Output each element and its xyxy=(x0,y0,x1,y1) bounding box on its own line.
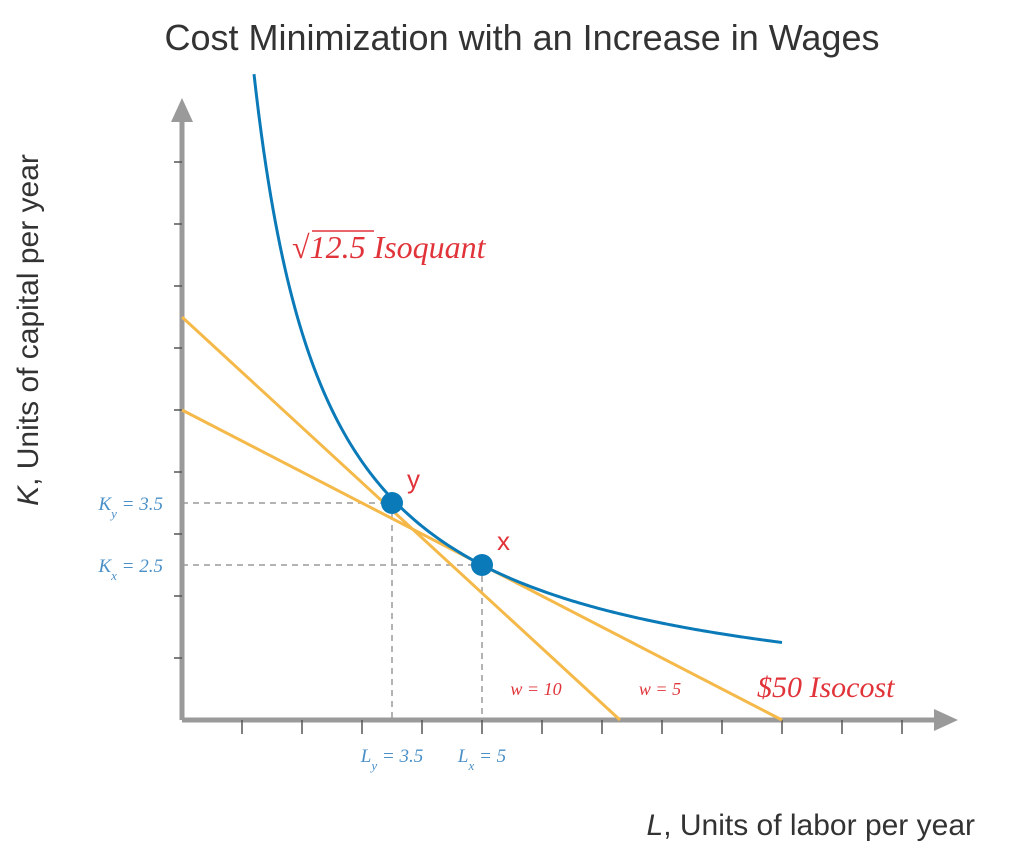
y-annotation-2-var: K xyxy=(97,556,112,577)
x-annotation-1-sub: y xyxy=(369,758,377,773)
x-annotation-1-var: L xyxy=(360,746,372,767)
wage-label-2: w = 5 xyxy=(639,679,681,699)
axes xyxy=(171,98,958,734)
point-y xyxy=(381,492,403,514)
point-x xyxy=(471,554,493,576)
y-annotation-1-value: = 3.5 xyxy=(117,494,163,515)
point-label-y: y xyxy=(407,464,420,494)
isocost-lines xyxy=(180,315,783,722)
wage-label-1: w = 10 xyxy=(510,679,561,699)
sqrt-symbol: √ xyxy=(292,229,310,265)
isoquant-curve xyxy=(252,73,783,644)
isocost-label: $50 Isocost xyxy=(757,671,895,704)
x-axis-title-text: , Units of labor per year xyxy=(663,809,975,842)
y-annotation-1-var: K xyxy=(97,494,112,515)
x-annotation-1: Ly = 3.5 xyxy=(360,746,423,773)
isoquant-label: √12.5 Isoquant xyxy=(292,229,487,265)
x-axis-arrow xyxy=(934,709,958,731)
y-annotation-2: Kx = 2.5 xyxy=(97,556,163,583)
equilibrium-points xyxy=(381,492,493,576)
annotations: y x √12.5 Isoquant w = 10 w = 5 $50 Isocost Ly… xyxy=(97,229,895,773)
x-axis-title: L, Units of labor per year xyxy=(647,809,976,842)
y-axis-variable: K xyxy=(12,484,45,506)
y-annotation-1-sub: y xyxy=(109,506,117,521)
y-axis-title: K, Units of capital per year xyxy=(12,154,45,506)
x-annotation-1-value: = 3.5 xyxy=(377,746,423,767)
chart-title: Cost Minimization with an Increase in Wa… xyxy=(165,17,880,58)
x-annotation-2-var: L xyxy=(457,746,469,767)
x-axis-variable: L xyxy=(647,809,664,842)
x-annotation-2: Lx = 5 xyxy=(457,746,506,773)
x-annotation-2-value: = 5 xyxy=(474,746,506,767)
isoquant-line xyxy=(252,73,783,644)
y-axis-title-text: , Units of capital per year xyxy=(12,154,45,486)
y-axis-arrow xyxy=(171,98,193,122)
point-label-x: x xyxy=(497,526,510,556)
guide-lines xyxy=(182,502,483,720)
isocost-line-1 xyxy=(180,315,622,722)
sqrt-radicand: 12.5 xyxy=(310,229,366,265)
y-annotation-1: Ky = 3.5 xyxy=(97,494,163,521)
x-annotation-2-sub: x xyxy=(467,758,474,773)
isoquant-label-text: Isoquant xyxy=(366,229,487,265)
y-annotation-2-value: = 2.5 xyxy=(117,556,163,577)
y-annotation-2-sub: x xyxy=(110,568,117,583)
